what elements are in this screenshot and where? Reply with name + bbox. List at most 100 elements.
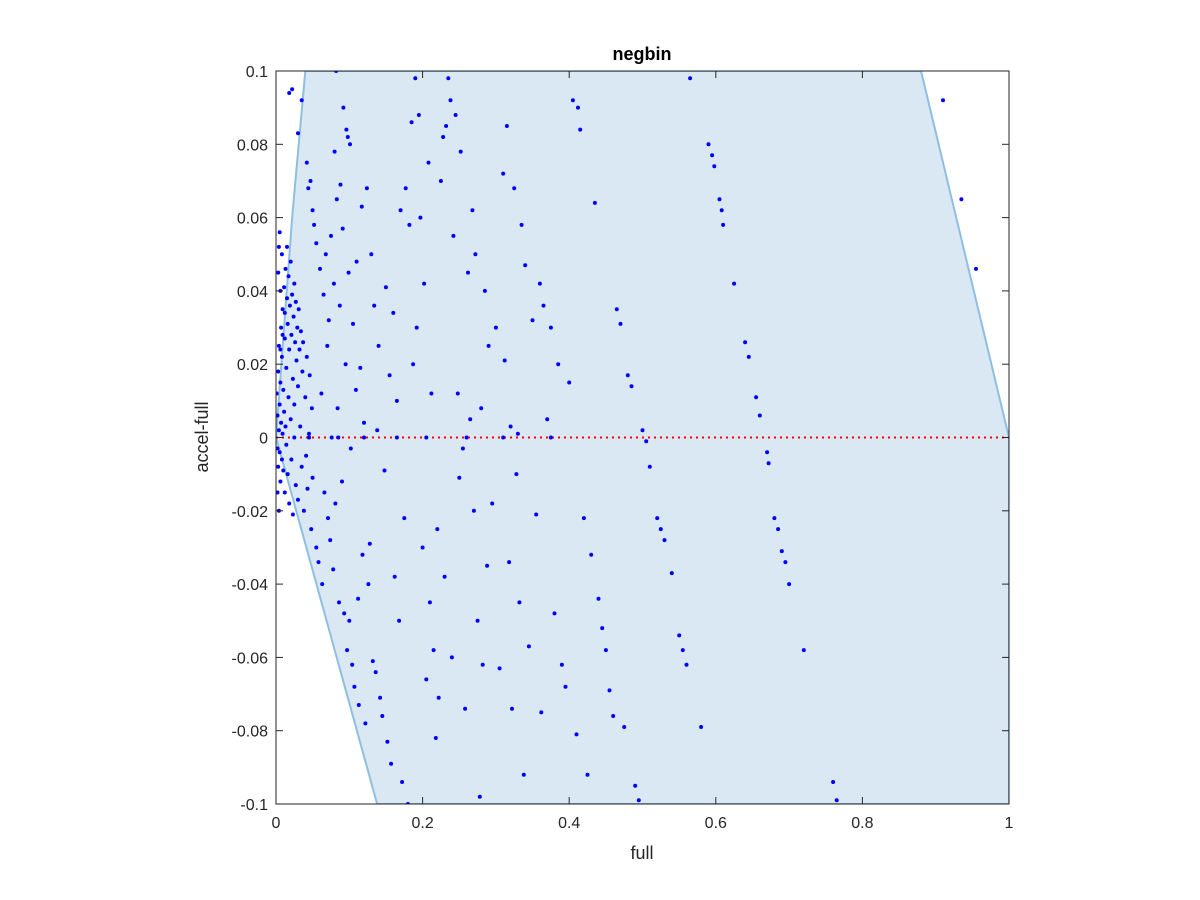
data-point [348, 446, 353, 451]
data-point [366, 582, 371, 587]
data-point [510, 706, 514, 711]
data-point [834, 798, 839, 803]
data-point [460, 446, 465, 451]
data-point [801, 648, 806, 653]
data-point [746, 354, 751, 359]
data-point [290, 87, 295, 92]
data-point [284, 365, 289, 370]
data-point [556, 362, 561, 367]
data-point [941, 98, 945, 103]
data-point [719, 208, 724, 213]
data-point [732, 281, 737, 286]
data-point [293, 299, 298, 304]
data-point [276, 428, 281, 433]
data-point [436, 695, 441, 700]
data-point [319, 391, 324, 396]
data-point [394, 435, 399, 440]
data-point [307, 431, 311, 436]
data-point [394, 398, 399, 403]
data-point [442, 574, 447, 579]
data-point [772, 516, 777, 521]
data-point [490, 501, 495, 506]
data-point [296, 497, 300, 502]
data-point [362, 435, 366, 440]
x-axis-label: full [630, 843, 653, 863]
data-point [279, 457, 284, 462]
data-point [287, 347, 292, 352]
data-point [570, 98, 575, 103]
data-point [589, 552, 594, 557]
data-point [783, 560, 788, 565]
data-point [629, 384, 634, 389]
data-point [346, 270, 351, 275]
data-point [559, 662, 564, 667]
data-point [463, 706, 468, 711]
data-point [431, 648, 436, 653]
data-point [301, 340, 306, 345]
data-point [519, 222, 524, 227]
data-point [340, 226, 345, 231]
axis-ticks: 0 0.2 0.4 0.6 0.8 1 -0.1 -0.08 -0.06 -0.04 -0.02 0 0… [232, 64, 1014, 832]
data-point [306, 186, 311, 191]
data-point [310, 208, 315, 213]
data-point [787, 582, 792, 587]
data-point [293, 340, 298, 345]
y-tick-label: 0.1 [246, 64, 268, 81]
data-point [307, 435, 311, 440]
data-point [684, 662, 689, 667]
data-point [356, 596, 361, 601]
data-point [680, 648, 685, 653]
data-point [414, 325, 419, 330]
data-point [677, 633, 682, 638]
data-point [288, 417, 293, 422]
data-point [688, 76, 693, 81]
data-point [286, 274, 291, 279]
data-point [282, 285, 287, 290]
data-point [290, 376, 295, 381]
y-tick-label: -0.06 [232, 650, 269, 667]
data-point [435, 527, 440, 532]
data-point [309, 406, 314, 411]
data-point [304, 160, 309, 165]
data-point [603, 648, 608, 653]
data-point [422, 281, 427, 286]
data-point [344, 127, 349, 132]
data-point [295, 325, 300, 330]
data-point [280, 332, 285, 337]
data-point [296, 131, 300, 136]
data-point [397, 618, 402, 623]
data-point [611, 714, 616, 718]
data-point [514, 472, 519, 477]
data-point [636, 798, 641, 803]
data-point [373, 670, 378, 675]
data-point [294, 358, 299, 363]
data-point [308, 179, 313, 183]
data-point [451, 233, 456, 238]
data-point [336, 435, 341, 440]
data-point [325, 343, 330, 348]
data-point [375, 428, 380, 433]
data-point [548, 325, 553, 330]
plot-content [276, 71, 1009, 804]
data-point [743, 340, 748, 345]
data-point [545, 417, 550, 422]
data-point [537, 281, 542, 286]
data-point [754, 395, 759, 400]
data-point [387, 373, 392, 378]
data-point [307, 373, 312, 378]
data-point [299, 98, 304, 103]
data-point [592, 200, 597, 205]
data-point [576, 105, 580, 110]
data-point [331, 281, 336, 286]
data-point [959, 197, 964, 202]
data-point [277, 402, 282, 407]
data-point [480, 662, 485, 667]
data-point [383, 285, 388, 290]
data-point [277, 450, 282, 455]
data-point [337, 303, 342, 308]
data-point [413, 76, 418, 81]
data-point [655, 516, 660, 521]
data-point [303, 395, 308, 400]
data-point [607, 688, 612, 693]
data-point [285, 472, 290, 477]
